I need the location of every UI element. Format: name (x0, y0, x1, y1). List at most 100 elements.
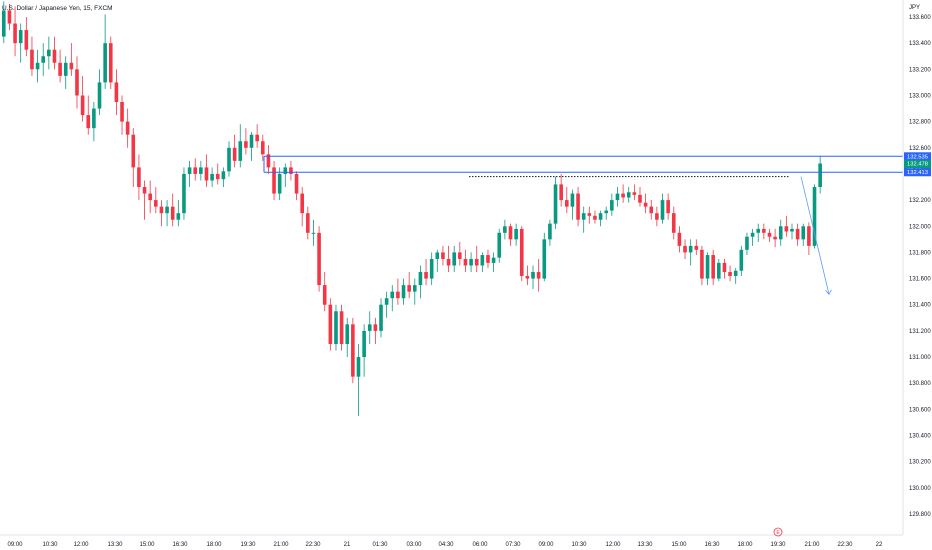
candle (328, 298, 333, 351)
candle-body (18, 30, 23, 44)
candle (486, 249, 490, 269)
candle (525, 265, 530, 286)
candle-body (604, 210, 609, 214)
candle-body (486, 255, 490, 263)
time-tick-label: 12:00 (73, 542, 89, 548)
candle-body (655, 213, 659, 220)
candle-body (565, 200, 569, 207)
candle-body (35, 62, 40, 70)
candle-body (643, 202, 648, 207)
time-tick-label: 10:30 (42, 542, 58, 548)
candle-body (531, 272, 535, 279)
candle (610, 193, 614, 216)
candle-body (210, 173, 214, 181)
currency-label: JPY (909, 5, 920, 11)
time-axis[interactable]: 09:00 10:30 12:00 13:30 15:00 16:30 18:00 19:30… (7, 542, 883, 548)
candle (401, 278, 406, 305)
candle (615, 187, 620, 207)
candle-body (671, 213, 676, 233)
candle (249, 132, 254, 161)
candle-body (463, 258, 468, 266)
candle-body (739, 249, 744, 271)
candle (818, 155, 822, 194)
candle-body (97, 82, 102, 109)
candle (24, 17, 29, 57)
candle (621, 184, 625, 203)
candle (407, 272, 411, 299)
time-tick-label: 06:00 (472, 542, 488, 548)
candle-body (452, 252, 456, 266)
candle (221, 167, 226, 188)
candle (35, 49, 40, 83)
candle (47, 36, 51, 70)
candle (317, 226, 321, 292)
candle (30, 36, 34, 76)
candle (429, 252, 434, 286)
price-tick-label: 130.000 (909, 486, 931, 492)
candle (677, 226, 682, 253)
candle (688, 239, 693, 266)
candle (260, 134, 265, 161)
candle-body (187, 167, 192, 174)
candle-body (362, 330, 366, 358)
candle-body (221, 171, 226, 180)
candle-body (193, 167, 198, 174)
candle-body (570, 193, 575, 207)
candle-body (756, 228, 761, 233)
candle-body (812, 187, 817, 246)
candle-body (688, 245, 693, 253)
candle (244, 128, 248, 155)
candle (311, 219, 316, 246)
projection-arrow-head (825, 289, 832, 295)
candle (182, 167, 186, 220)
candle (52, 36, 57, 70)
time-tick-label: 15:00 (139, 542, 155, 548)
candle-body (818, 163, 822, 188)
events-icon[interactable]: E (773, 527, 783, 537)
candle (536, 258, 541, 292)
time-tick-label: 07:30 (505, 542, 521, 548)
candle (458, 241, 462, 266)
candle (750, 228, 755, 246)
candle (103, 14, 107, 89)
candle-body (480, 255, 485, 266)
candle-body (581, 213, 586, 220)
time-tick-label: 01:30 (372, 542, 388, 548)
price-tick-label: 129.800 (909, 512, 931, 518)
candle (452, 245, 456, 273)
candle-body (47, 49, 51, 57)
candle-body (58, 62, 62, 76)
candle-body (317, 232, 321, 286)
candle (227, 141, 231, 177)
time-tick-label: 10:30 (571, 542, 587, 548)
candle (576, 187, 580, 227)
candle-body (63, 62, 68, 76)
candle-body (120, 102, 124, 122)
candle (272, 160, 276, 201)
candle (367, 311, 372, 344)
candle-body (705, 255, 710, 279)
candle-body (272, 167, 276, 194)
candle (379, 298, 383, 338)
candle-body (807, 226, 811, 246)
candle-body (390, 291, 395, 299)
time-tick-label: 18:00 (206, 542, 222, 548)
candle (390, 285, 395, 312)
time-tick-label: 19:30 (240, 542, 256, 548)
price-tick-label: 130.200 (909, 460, 931, 466)
candle-body (204, 167, 209, 181)
candle-body (503, 226, 507, 233)
time-tick-label: 16:30 (704, 542, 720, 548)
candle-body (694, 245, 699, 250)
candle-body (722, 262, 727, 273)
candle-body (103, 43, 107, 83)
candle (604, 206, 609, 220)
candle-body (300, 193, 304, 214)
candle (170, 193, 175, 227)
candle (255, 124, 259, 148)
candle (204, 154, 209, 188)
candle (756, 223, 761, 242)
candle-body (700, 249, 704, 279)
